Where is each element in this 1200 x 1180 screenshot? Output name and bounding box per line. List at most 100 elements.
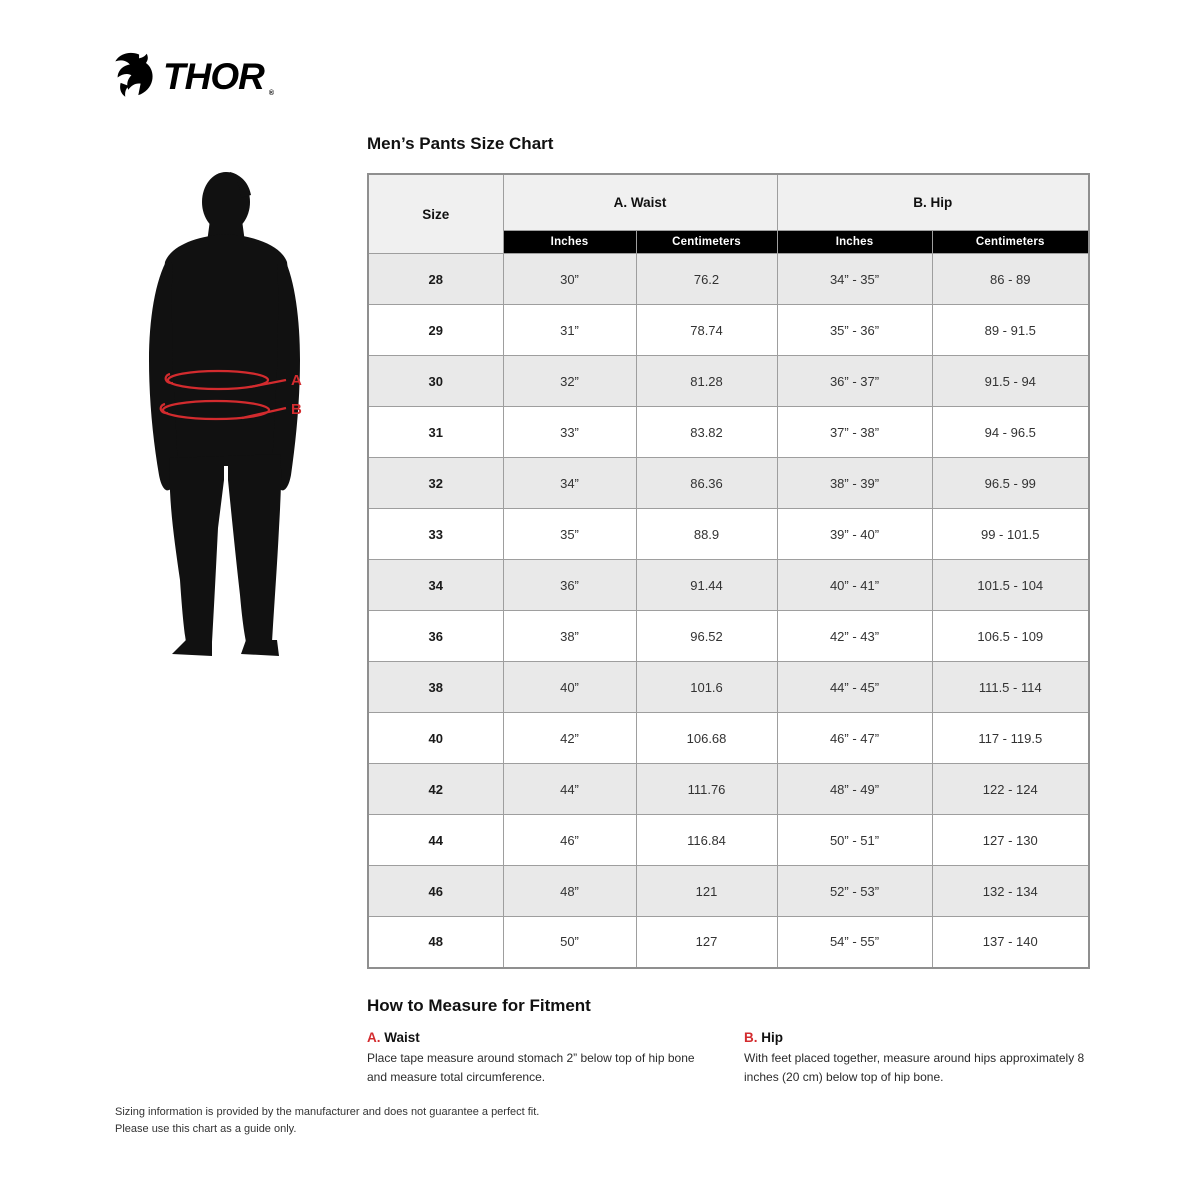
cell-waist-centimeters: 127: [635, 916, 778, 968]
cell-size: 30: [367, 355, 504, 407]
cell-hip-centimeters: 117 - 119.5: [931, 712, 1090, 764]
table-row: 29 31” 78.74 35” - 36” 89 - 91.5: [367, 304, 1090, 356]
table-row: 30 32” 81.28 36” - 37” 91.5 - 94: [367, 355, 1090, 407]
table-row: 42 44” 111.76 48” - 49” 122 - 124: [367, 763, 1090, 815]
cell-hip-centimeters: 94 - 96.5: [931, 406, 1090, 458]
cell-size: 40: [367, 712, 504, 764]
cell-waist-inches: 46”: [502, 814, 637, 866]
column-header-size: Size: [367, 173, 504, 254]
cell-waist-inches: 34”: [502, 457, 637, 509]
cell-waist-inches: 40”: [502, 661, 637, 713]
cell-hip-inches: 44” - 45”: [776, 661, 933, 713]
cell-size: 42: [367, 763, 504, 815]
cell-waist-inches: 35”: [502, 508, 637, 560]
cell-size: 29: [367, 304, 504, 356]
table-row: 33 35” 88.9 39” - 40” 99 - 101.5: [367, 508, 1090, 560]
cell-waist-inches: 36”: [502, 559, 637, 611]
cell-hip-inches: 38” - 39”: [776, 457, 933, 509]
male-silhouette-illustration: A B: [149, 172, 302, 656]
cell-size: 36: [367, 610, 504, 662]
cell-hip-inches: 34” - 35”: [776, 253, 933, 305]
measure-hip-label: B. Hip: [744, 1030, 1109, 1045]
thor-wordmark: THOR: [163, 55, 265, 97]
measure-waist-title: Waist: [380, 1030, 420, 1045]
cell-hip-centimeters: 101.5 - 104: [931, 559, 1090, 611]
cell-waist-centimeters: 106.68: [635, 712, 778, 764]
cell-hip-inches: 54” - 55”: [776, 916, 933, 968]
measure-hip-text: With feet placed together, measure aroun…: [744, 1051, 1085, 1084]
cell-hip-inches: 42” - 43”: [776, 610, 933, 662]
cell-hip-centimeters: 99 - 101.5: [931, 508, 1090, 560]
cell-hip-centimeters: 132 - 134: [931, 865, 1090, 917]
cell-hip-centimeters: 86 - 89: [931, 253, 1090, 305]
column-group-hip: B. Hip: [776, 173, 1090, 231]
subheader-hip-inches: Inches: [776, 230, 933, 254]
measure-hip-block: B. Hip With feet placed together, measur…: [744, 1030, 1109, 1086]
table-row: 28 30” 76.2 34” - 35” 86 - 89: [367, 253, 1090, 305]
cell-waist-centimeters: 81.28: [635, 355, 778, 407]
cell-hip-centimeters: 89 - 91.5: [931, 304, 1090, 356]
table-row: 31 33” 83.82 37” - 38” 94 - 96.5: [367, 406, 1090, 458]
cell-waist-inches: 33”: [502, 406, 637, 458]
cell-hip-centimeters: 106.5 - 109: [931, 610, 1090, 662]
cell-hip-inches: 52” - 53”: [776, 865, 933, 917]
cell-hip-inches: 35” - 36”: [776, 304, 933, 356]
cell-waist-inches: 38”: [502, 610, 637, 662]
disclaimer: Sizing information is provided by the ma…: [115, 1104, 539, 1137]
cell-size: 33: [367, 508, 504, 560]
measure-waist-label: A. Waist: [367, 1030, 702, 1045]
cell-hip-inches: 39” - 40”: [776, 508, 933, 560]
column-group-waist: A. Waist: [502, 173, 778, 231]
cell-hip-centimeters: 137 - 140: [931, 916, 1090, 968]
table-row: 40 42” 106.68 46” - 47” 117 - 119.5: [367, 712, 1090, 764]
cell-hip-centimeters: 96.5 - 99: [931, 457, 1090, 509]
cell-waist-centimeters: 83.82: [635, 406, 778, 458]
cell-waist-centimeters: 86.36: [635, 457, 778, 509]
measure-section-heading: How to Measure for Fitment: [367, 996, 591, 1015]
cell-waist-centimeters: 121: [635, 865, 778, 917]
cell-hip-inches: 37” - 38”: [776, 406, 933, 458]
cell-waist-inches: 48”: [502, 865, 637, 917]
subheader-waist-inches: Inches: [502, 230, 637, 254]
cell-waist-centimeters: 116.84: [635, 814, 778, 866]
cell-size: 48: [367, 916, 504, 968]
cell-hip-centimeters: 111.5 - 114: [931, 661, 1090, 713]
cell-size: 38: [367, 661, 504, 713]
cell-size: 44: [367, 814, 504, 866]
cell-waist-inches: 50”: [502, 916, 637, 968]
measure-waist-block: A. Waist Place tape measure around stoma…: [367, 1030, 702, 1086]
measure-hip-prefix: B.: [744, 1030, 758, 1045]
cell-hip-centimeters: 91.5 - 94: [931, 355, 1090, 407]
table-row: 34 36” 91.44 40” - 41” 101.5 - 104: [367, 559, 1090, 611]
table-row: 32 34” 86.36 38” - 39” 96.5 - 99: [367, 457, 1090, 509]
cell-hip-centimeters: 122 - 124: [931, 763, 1090, 815]
cell-hip-inches: 36” - 37”: [776, 355, 933, 407]
cell-waist-centimeters: 88.9: [635, 508, 778, 560]
measure-waist-text: Place tape measure around stomach 2” bel…: [367, 1051, 695, 1084]
waist-marker-label: A: [291, 372, 302, 389]
cell-waist-centimeters: 91.44: [635, 559, 778, 611]
subheader-waist-centimeters: Centimeters: [635, 230, 778, 254]
table-row: 38 40” 101.6 44” - 45” 111.5 - 114: [367, 661, 1090, 713]
cell-size: 46: [367, 865, 504, 917]
table-row: 44 46” 116.84 50” - 51” 127 - 130: [367, 814, 1090, 866]
cell-waist-centimeters: 101.6: [635, 661, 778, 713]
thor-logo: THOR ®: [113, 52, 274, 100]
cell-hip-centimeters: 127 - 130: [931, 814, 1090, 866]
cell-size: 28: [367, 253, 504, 305]
subheader-hip-centimeters: Centimeters: [931, 230, 1090, 254]
cell-hip-inches: 48” - 49”: [776, 763, 933, 815]
cell-size: 32: [367, 457, 504, 509]
cell-size: 34: [367, 559, 504, 611]
cell-waist-inches: 30”: [502, 253, 637, 305]
table-row: 46 48” 121 52” - 53” 132 - 134: [367, 865, 1090, 917]
cell-waist-inches: 32”: [502, 355, 637, 407]
cell-hip-inches: 50” - 51”: [776, 814, 933, 866]
disclaimer-line-1: Sizing information is provided by the ma…: [115, 1106, 540, 1118]
measure-hip-title: Hip: [757, 1030, 783, 1045]
cell-waist-centimeters: 111.76: [635, 763, 778, 815]
measurement-lines: [159, 369, 287, 421]
table-row: 36 38” 96.52 42” - 43” 106.5 - 109: [367, 610, 1090, 662]
page-title: Men’s Pants Size Chart: [367, 134, 554, 153]
size-table-body: 28 30” 76.2 34” - 35” 86 - 89 29 31” 78.…: [367, 253, 1090, 968]
